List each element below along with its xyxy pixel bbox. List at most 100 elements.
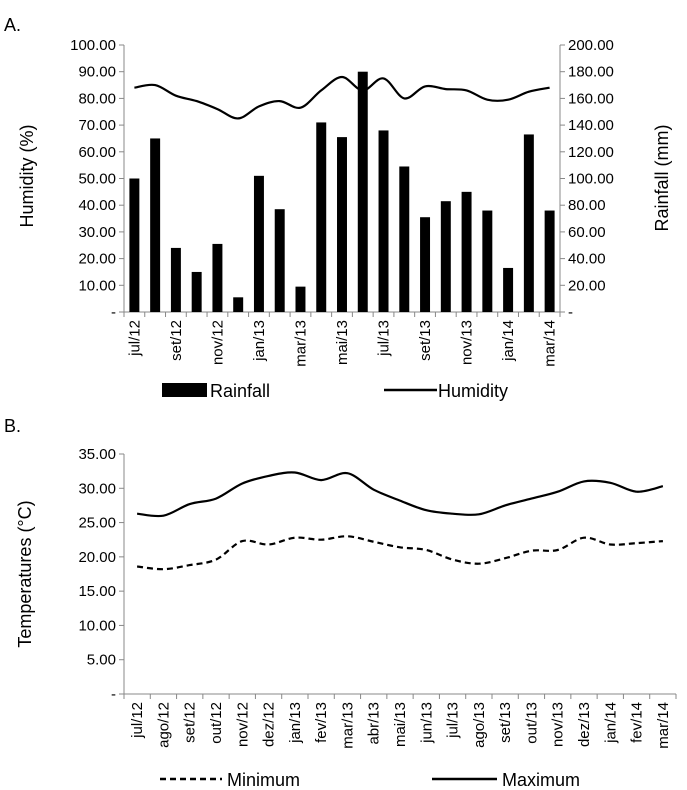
- panel-b-legend: Minimum Maximum: [160, 770, 580, 790]
- legend-rainfall-label: Rainfall: [210, 381, 270, 401]
- rainfall-bar: [544, 210, 555, 312]
- rainfall-bar: [378, 130, 389, 312]
- panel-b-x-tick-label: mar/13: [339, 702, 356, 749]
- panel-a: - - 10.00 20.00 20.00 40.00 30.00 60.00 40.00 80.…: [70, 37, 614, 367]
- panel-b-x-tick-label: nov/12: [234, 702, 251, 747]
- minimum-temperature-line: [136, 535, 663, 571]
- panel-b-x-tick-label: jan/14: [602, 702, 619, 744]
- panel-a-left-tick-label: -: [111, 304, 116, 321]
- panel-b-y-tick-label: 10.00: [78, 617, 116, 634]
- rainfall-bar: [191, 271, 202, 312]
- panel-b-y-tick-label: 20.00: [78, 549, 116, 566]
- panel-a-right-tick-label: -: [568, 304, 573, 321]
- panel-b-x-tick-label: fev/13: [313, 702, 330, 743]
- rainfall-bar: [420, 217, 431, 312]
- panel-a-left-tick-label: 10.00: [78, 277, 116, 294]
- panel-a-right-tick-label: 20.00: [568, 277, 606, 294]
- panel-b-x-tick-label: out/12: [208, 702, 225, 744]
- legend-rainfall-swatch: [162, 383, 207, 397]
- panel-b-x-tick-label: mai/13: [392, 702, 409, 747]
- panel-b-y-tick-label: -: [111, 686, 116, 703]
- panel-a-legend: Rainfall Humidity: [162, 381, 508, 401]
- panel-a-right-tick-label: 180.00: [568, 64, 614, 81]
- panel-a-left-axis-title: Humidity (%): [17, 124, 37, 227]
- rainfall-bar: [357, 71, 368, 312]
- rainfall-bar: [233, 297, 244, 312]
- panel-b: - 5.00 10.00 15.00 20.00 25.00 30.00 35.00 jul/1…: [78, 446, 677, 749]
- panel-b-x-tick-label: dez/12: [261, 702, 278, 747]
- panel-a-x-tick-label: jul/13: [376, 320, 393, 357]
- legend-humidity-label: Humidity: [438, 381, 508, 401]
- panel-a-left-tick-label: 70.00: [78, 117, 116, 134]
- rainfall-bar: [337, 137, 347, 312]
- panel-a-right-tick-label: 200.00: [568, 37, 614, 54]
- panel-a-right-tick-label: 80.00: [568, 197, 606, 214]
- panel-a-label: A.: [4, 15, 21, 35]
- panel-b-y-tick-label: 5.00: [87, 652, 116, 669]
- panel-a-left-tick-label: 50.00: [78, 171, 116, 188]
- rainfall-bar: [482, 210, 493, 312]
- panel-b-label: B.: [4, 416, 21, 436]
- panel-a-x-tick-label: mar/14: [542, 320, 559, 367]
- panel-b-x-tick-label: jun/13: [418, 702, 435, 744]
- panel-a-right-tick-label: 40.00: [568, 251, 606, 268]
- panel-a-x-tick-label: jan/14: [500, 320, 517, 362]
- panel-a-right-tick-label: 100.00: [568, 171, 614, 188]
- rainfall-bar: [253, 175, 264, 312]
- panel-a-x-tick-label: nov/12: [209, 320, 226, 365]
- panel-b-x-tick-label: jul/13: [445, 702, 462, 739]
- panel-b-x-tick-label: nov/13: [550, 702, 567, 747]
- rainfall-bar: [316, 122, 327, 313]
- rainfall-bar: [523, 134, 534, 312]
- panel-a-x-tick-label: jan/13: [251, 320, 268, 362]
- panel-b-x-tick-label: fev/14: [629, 702, 646, 743]
- maximum-temperature-line: [136, 471, 664, 518]
- humidity-line: [134, 75, 550, 120]
- panel-b-x-tick-label: mar/14: [655, 702, 672, 749]
- panel-a-x-tick-label: jul/12: [126, 320, 143, 357]
- panel-a-x-tick-label: set/13: [417, 320, 434, 361]
- panel-b-x-tick-label: set/12: [182, 702, 199, 743]
- panel-b-x-tick-label: jan/13: [287, 702, 304, 744]
- panel-a-right-axis-title: Rainfall (mm): [652, 124, 672, 231]
- rainfall-bar: [440, 201, 451, 312]
- panel-a-left-tick-label: 80.00: [78, 90, 116, 107]
- legend-maximum-label: Maximum: [502, 770, 580, 790]
- rainfall-bar: [399, 166, 410, 312]
- panel-b-x-tick-label: ago/12: [155, 702, 172, 748]
- rainfall-bar: [461, 191, 472, 312]
- panel-a-right-tick-label: 140.00: [568, 117, 614, 134]
- panel-a-right-tick-label: 160.00: [568, 90, 614, 107]
- panel-a-right-tick-label: 60.00: [568, 224, 606, 241]
- panel-a-left-tick-label: 30.00: [78, 224, 116, 241]
- panel-b-axis-title: Temperatures (°C): [15, 500, 35, 647]
- panel-b-y-tick-label: 30.00: [78, 480, 116, 497]
- panel-a-left-tick-label: 40.00: [78, 197, 116, 214]
- panel-b-y-tick-label: 35.00: [78, 446, 116, 463]
- rainfall-bar: [295, 286, 306, 312]
- panel-a-left-tick-label: 90.00: [78, 64, 116, 81]
- panel-b-x-tick-label: abr/13: [366, 702, 383, 745]
- panel-a-right-tick-label: 120.00: [568, 144, 614, 161]
- panel-a-left-tick-label: 60.00: [78, 144, 116, 161]
- rainfall-bar: [212, 243, 223, 312]
- panel-b-x-tick-label: dez/13: [576, 702, 593, 747]
- rainfall-bar: [503, 267, 514, 312]
- rainfall-bar: [150, 138, 161, 312]
- legend-minimum-label: Minimum: [227, 770, 300, 790]
- panel-a-x-tick-label: nov/13: [459, 320, 476, 365]
- panel-a-left-tick-label: 100.00: [70, 37, 116, 54]
- panel-b-x-tick-label: out/13: [523, 702, 540, 744]
- panel-a-left-tick-label: 20.00: [78, 251, 116, 268]
- panel-b-y-tick-label: 15.00: [78, 583, 116, 600]
- panel-b-y-tick-label: 25.00: [78, 515, 116, 532]
- panel-b-x-tick-label: ago/13: [471, 702, 488, 748]
- panel-a-x-tick-label: set/12: [168, 320, 185, 361]
- rainfall-bar: [274, 209, 285, 312]
- rainfall-bar: [129, 178, 140, 312]
- panel-a-x-tick-label: mar/13: [292, 320, 309, 367]
- rainfall-bar: [170, 247, 181, 312]
- panel-b-x-tick-label: jul/12: [129, 702, 146, 739]
- panel-b-x-tick-label: set/13: [497, 702, 514, 743]
